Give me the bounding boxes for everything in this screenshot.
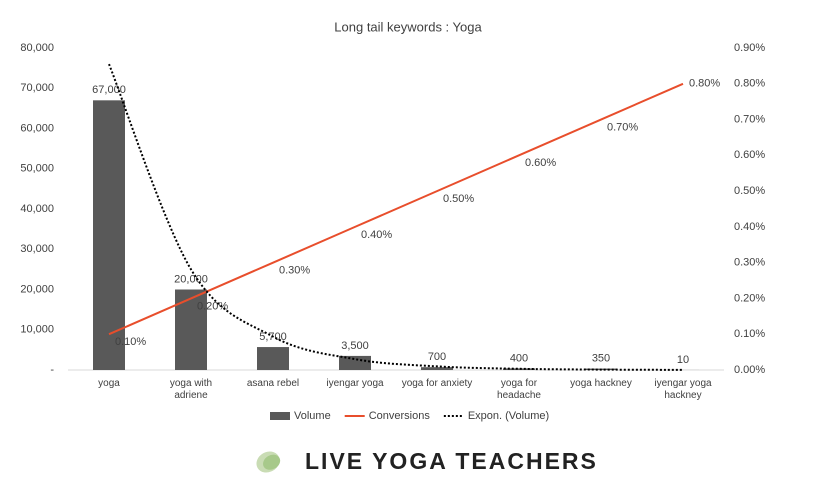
data-label: 3,500	[341, 340, 369, 352]
y2-tick-label: 0.10%	[734, 328, 765, 340]
data-label: 0.50%	[443, 193, 474, 205]
y-tick-label: 80,000	[20, 42, 54, 54]
data-label: 0.40%	[361, 229, 392, 241]
y-tick-label: 10,000	[20, 324, 54, 336]
data-label: 10	[677, 354, 689, 366]
data-label: 350	[592, 352, 610, 364]
legend-label: Expon. (Volume)	[468, 410, 549, 422]
y2-tick-label: 0.60%	[734, 149, 765, 161]
y2-tick-label: 0.00%	[734, 364, 765, 376]
x-tick-label: yoga with adriene	[169, 378, 213, 401]
legend-swatch	[270, 412, 290, 420]
x-tick-label: asana rebel	[246, 378, 300, 389]
data-label: 0.30%	[279, 265, 310, 277]
logo	[256, 451, 281, 473]
y2-tick-label: 0.50%	[734, 185, 765, 197]
bar	[503, 368, 535, 370]
bar	[93, 100, 125, 370]
x-tick-label: yoga	[98, 378, 120, 389]
line	[108, 82, 684, 336]
y-tick-label: 60,000	[20, 122, 54, 134]
y-tick-label: 30,000	[20, 243, 54, 255]
y2-tick-label: 0.80%	[734, 78, 765, 90]
y2-tick-label: 0.40%	[734, 221, 765, 233]
y-tick-label: 70,000	[20, 82, 54, 94]
y-tick-label: 40,000	[20, 203, 54, 215]
legend-label: Conversions	[369, 410, 431, 422]
y2-tick-label: 0.20%	[734, 292, 765, 304]
x-tick-label: yoga hackney	[570, 378, 632, 389]
data-label: 0.20%	[197, 300, 228, 312]
y-tick-label: 50,000	[20, 163, 54, 175]
data-label: 0.10%	[115, 336, 146, 348]
bar	[421, 367, 453, 370]
y2-tick-label: 0.90%	[734, 42, 765, 54]
x-tick-label: iyengar yoga hackney	[654, 378, 712, 401]
x-tick-label: iyengar yoga	[326, 378, 384, 389]
y2-tick-label: 0.30%	[734, 257, 765, 269]
brand: LIVE YOGA TEACHERS	[305, 448, 598, 474]
y-tick-label: 20,000	[20, 283, 54, 295]
bar	[257, 347, 289, 370]
chart-title: Long tail keywords : Yoga	[334, 19, 482, 34]
data-label: 400	[510, 352, 528, 364]
data-label: 0.80%	[689, 78, 720, 90]
x-tick-label: yoga for anxiety	[401, 378, 473, 389]
y-tick-label: -	[50, 364, 54, 376]
x-tick-label: yoga for headache	[497, 378, 541, 401]
data-label: 20,000	[174, 273, 208, 285]
y2-tick-label: 0.70%	[734, 113, 765, 125]
data-label: 0.60%	[525, 157, 556, 169]
legend-label: Volume	[294, 410, 331, 422]
trendline	[108, 63, 684, 371]
data-label: 700	[428, 351, 446, 363]
bar	[339, 355, 371, 370]
data-label: 0.70%	[607, 121, 638, 133]
